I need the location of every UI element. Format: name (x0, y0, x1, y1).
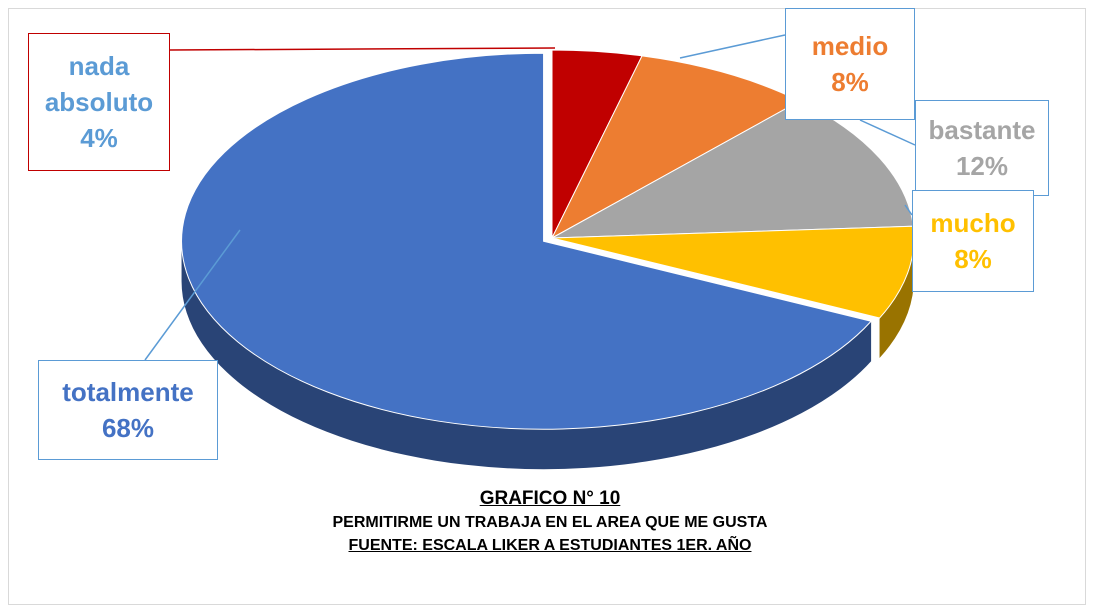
slice-side (181, 241, 872, 470)
source-text: FUENTE: ESCALA LIKER A ESTUDIANTES 1ER. … (348, 537, 752, 554)
title-text: GRAFICO N° 10 (479, 488, 621, 509)
leader-line (169, 47, 556, 51)
data-label: medio 8% (785, 8, 915, 120)
category: nada absoluto (44, 51, 154, 117)
slice (181, 52, 873, 430)
category: medio (811, 31, 889, 61)
leader-line (904, 204, 913, 216)
value-label: 4% (80, 123, 118, 153)
category: totalmente (62, 377, 194, 407)
value-label: 12% (955, 151, 1009, 181)
data-label: mucho 8% (912, 190, 1034, 292)
chart-source: FUENTE: ESCALA LIKER A ESTUDIANTES 1ER. … (250, 537, 850, 555)
value-label: 68% (101, 413, 155, 443)
data-label: bastante 12% (915, 100, 1049, 196)
category: mucho (930, 208, 1016, 238)
slice-side (879, 238, 914, 359)
leader-line (679, 34, 786, 59)
data-label: nada absoluto 4% (28, 33, 170, 171)
value-label: 8% (954, 244, 992, 274)
chart-subtitle: PERMITIRME UN TRABAJA EN EL AREA QUE ME … (332, 514, 768, 531)
data-label: totalmente 68% (38, 360, 218, 460)
category: bastante (928, 115, 1036, 145)
leader-line (859, 119, 916, 146)
frame (8, 8, 1086, 605)
value-label: 8% (831, 67, 869, 97)
leader-line (144, 229, 241, 361)
chart-title: GRAFICO N° 10 (250, 488, 850, 510)
